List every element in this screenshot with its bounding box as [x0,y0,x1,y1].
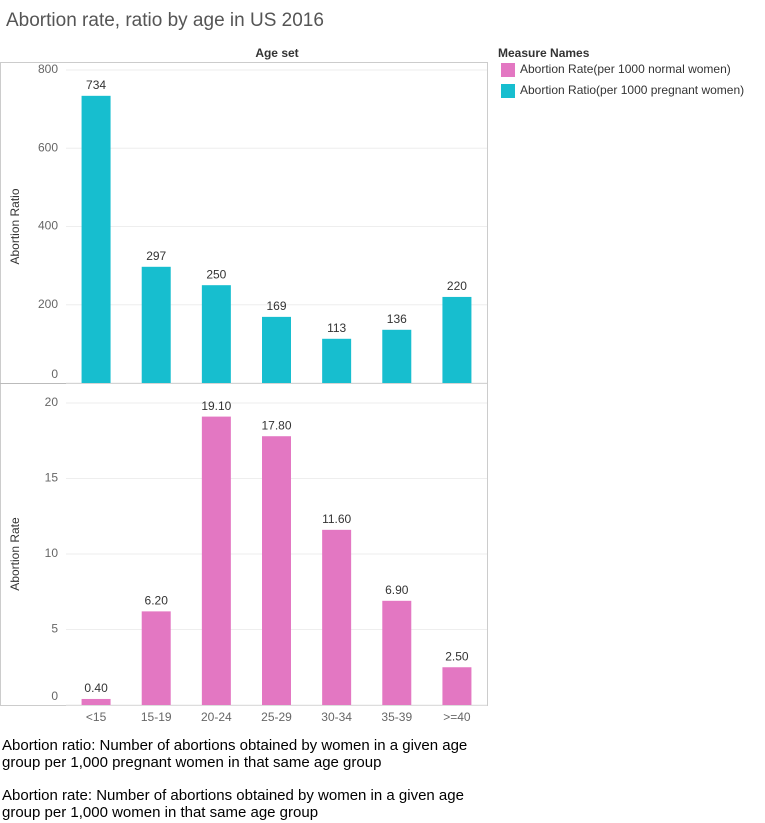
legend-swatch [501,63,515,77]
y-tick-label: 400 [38,219,58,233]
legend-label: Abortion Ratio(per 1000 pregnant women) [520,83,744,97]
y-axis-label: Abortion Rate [8,517,22,591]
value-label: 6.90 [385,583,409,597]
bar [262,316,291,383]
x-header: Age set [255,46,298,60]
value-label: 297 [146,249,166,263]
y-tick-label: 20 [45,395,59,409]
value-label: 734 [86,78,106,92]
bar [262,436,291,705]
y-tick-label: 600 [38,140,58,154]
value-label: 220 [447,279,467,293]
value-label: 113 [327,321,346,335]
legend-swatch [501,84,515,98]
value-label: 19.10 [201,399,231,413]
x-tick-label: 35-39 [381,710,412,724]
bar [141,266,171,383]
y-tick-label: 15 [45,471,59,485]
bar [141,611,171,705]
bar [322,529,352,705]
value-label: 6.20 [145,594,169,608]
chart-title: Abortion rate, ratio by age in US 2016 [6,10,324,31]
value-label: 169 [266,299,286,313]
value-label: 17.80 [261,418,291,432]
x-tick-label: 20-24 [201,710,232,724]
bar [442,667,472,705]
legend-label: Abortion Rate(per 1000 normal women) [520,62,731,76]
bar [81,95,111,383]
bar [81,698,111,705]
value-label: 136 [387,312,407,326]
y-tick-label: 10 [45,546,59,560]
value-label: 0.40 [84,681,108,695]
y-tick-label: 0 [51,367,58,381]
bar [201,285,231,383]
bar [382,329,412,383]
legend-title: Measure Names [498,46,590,60]
bar [322,338,352,383]
x-tick-label: 25-29 [261,710,292,724]
chart: Abortion rate, ratio by age in US 2016 A… [0,10,744,724]
y-axis-label: Abortion Ratio [8,188,22,264]
bar [382,600,412,705]
x-tick-label: <15 [86,710,107,724]
y-tick-label: 800 [38,62,58,76]
bar [442,296,472,383]
note: Abortion ratio: Number of abortions obta… [2,737,468,771]
value-label: 2.50 [445,649,469,663]
x-tick-label: 15-19 [141,710,172,724]
y-tick-label: 0 [51,689,58,703]
note: Abortion rate: Number of abortions obtai… [2,787,464,821]
y-tick-label: 5 [51,622,58,636]
x-tick-label: >=40 [443,710,471,724]
value-label: 11.60 [322,512,351,526]
bar [201,416,231,705]
y-tick-label: 200 [38,297,58,311]
x-tick-label: 30-34 [321,710,352,724]
value-label: 250 [206,267,226,281]
